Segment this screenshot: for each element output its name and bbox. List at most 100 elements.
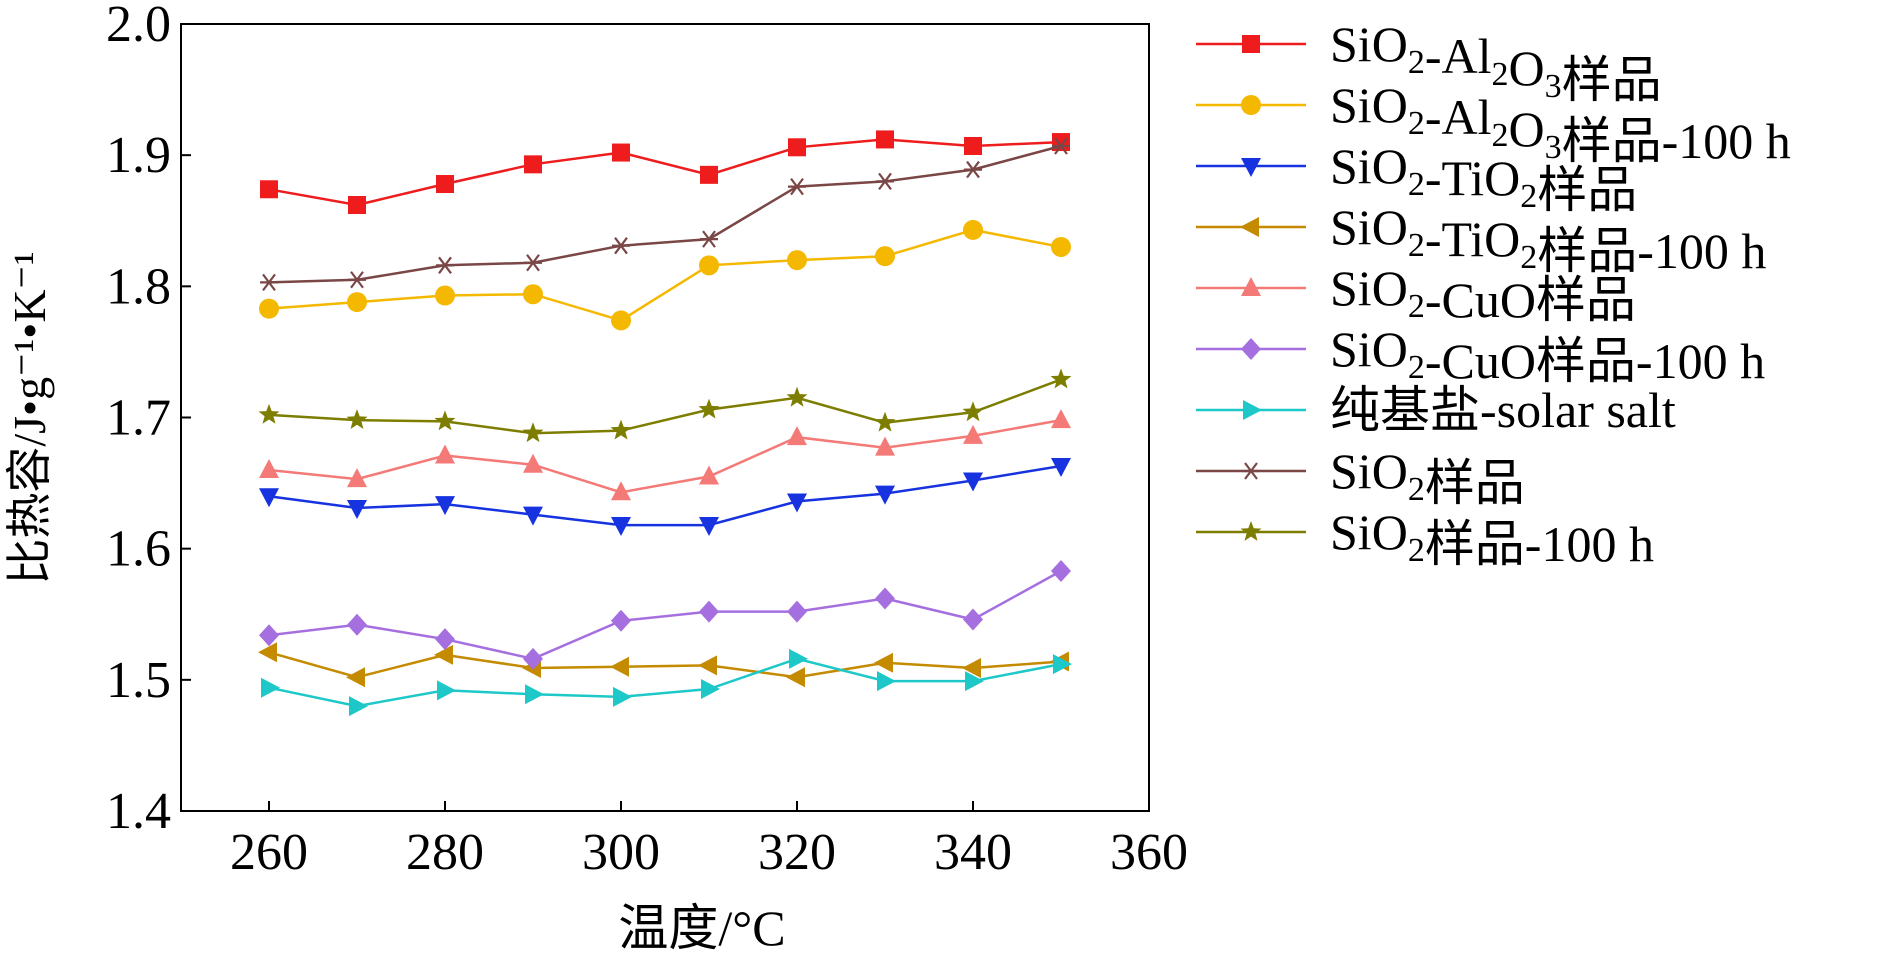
data-point	[611, 481, 631, 501]
series-1	[259, 219, 1071, 331]
data-point	[1053, 654, 1072, 675]
legend-label: SiO2-TiO2样品-100 h	[1330, 199, 1766, 279]
series-line	[268, 418, 1062, 494]
data-point	[260, 180, 278, 199]
legend-marker	[1241, 338, 1261, 360]
data-point	[875, 436, 895, 456]
data-point	[874, 652, 893, 673]
data-point	[610, 419, 632, 440]
series-line	[268, 651, 1062, 679]
data-point	[787, 600, 807, 623]
y-tick-label: 1.4	[106, 783, 171, 840]
data-point	[787, 250, 807, 271]
data-point	[523, 453, 543, 473]
series-7	[260, 137, 1070, 292]
series-6	[261, 648, 1072, 717]
data-point	[1051, 409, 1071, 429]
y-axis-label: 比热容/J•g⁻¹•K⁻¹	[4, 251, 55, 584]
legend-label: SiO2-CuO样品	[1330, 260, 1636, 328]
data-point	[611, 609, 631, 632]
x-tick-label: 300	[582, 824, 660, 881]
legend-item: SiO2-TiO2样品-100 h	[1196, 199, 1766, 279]
legend-marker	[1241, 95, 1261, 115]
data-point	[523, 506, 543, 526]
data-point	[612, 143, 630, 162]
data-point	[875, 587, 895, 610]
series-line	[268, 657, 1062, 708]
legend-item: SiO2样品-100 h	[1196, 504, 1654, 572]
y-tick-label: 2.0	[106, 0, 171, 53]
data-point	[787, 426, 807, 446]
legend-marker	[1241, 277, 1261, 296]
legend-item: SiO2样品	[1196, 443, 1525, 511]
data-point	[522, 422, 544, 443]
data-point	[436, 256, 454, 275]
data-point	[523, 647, 543, 670]
y-tick-label: 1.6	[106, 521, 171, 578]
data-point	[435, 496, 455, 516]
y-tick-label: 1.7	[106, 390, 171, 447]
data-point	[436, 175, 454, 194]
data-point	[875, 485, 895, 505]
data-point	[259, 488, 279, 508]
data-point	[435, 444, 455, 464]
legend-marker	[1240, 217, 1259, 237]
data-point	[962, 658, 981, 679]
data-point	[435, 285, 455, 306]
data-point	[698, 655, 717, 676]
data-point	[1051, 559, 1071, 582]
data-point	[260, 273, 278, 292]
data-point	[259, 624, 279, 647]
series-line	[268, 378, 1062, 435]
series-line	[268, 138, 1062, 207]
data-point	[524, 254, 542, 272]
data-point	[874, 411, 896, 432]
data-point	[613, 686, 632, 707]
data-point	[1052, 137, 1070, 155]
data-point	[258, 642, 277, 663]
data-point	[699, 517, 719, 537]
data-point	[525, 684, 544, 705]
data-point	[612, 237, 630, 255]
series-line	[268, 569, 1062, 661]
legend-label: SiO2-TiO2样品	[1330, 138, 1637, 218]
data-point	[875, 246, 895, 267]
data-point	[347, 292, 367, 313]
data-point	[611, 310, 631, 331]
data-point	[962, 401, 984, 422]
data-point	[347, 468, 367, 488]
data-point	[699, 465, 719, 485]
legend-marker	[1241, 158, 1261, 177]
data-point	[1051, 236, 1071, 257]
data-point	[524, 155, 542, 174]
series-5	[259, 559, 1071, 670]
data-point	[964, 160, 982, 179]
data-point	[877, 671, 896, 692]
legend-label: SiO2样品-100 h	[1330, 504, 1654, 572]
data-point	[698, 398, 720, 419]
legend-item: SiO2-Al2O3样品-100 h	[1196, 77, 1791, 169]
data-point	[787, 493, 807, 513]
legend-item: SiO2-TiO2样品	[1196, 138, 1637, 218]
data-point	[435, 628, 455, 651]
data-point	[789, 648, 808, 669]
data-point	[611, 517, 631, 537]
data-point	[876, 130, 894, 149]
x-axis-label: 温度/°C	[618, 900, 785, 956]
data-point	[434, 644, 453, 665]
series-2	[259, 458, 1071, 537]
data-point	[786, 667, 805, 688]
data-point	[788, 138, 806, 157]
data-point	[346, 409, 368, 429]
data-point	[348, 271, 366, 289]
legend-marker	[1242, 462, 1260, 480]
data-point	[963, 472, 983, 492]
legend-item: SiO2-Al2O3样品	[1196, 16, 1662, 108]
data-point	[699, 255, 719, 276]
x-tick-label: 320	[758, 824, 836, 881]
legend-marker	[1240, 521, 1262, 541]
data-point	[434, 410, 456, 431]
legend-label: SiO2样品	[1330, 443, 1525, 511]
